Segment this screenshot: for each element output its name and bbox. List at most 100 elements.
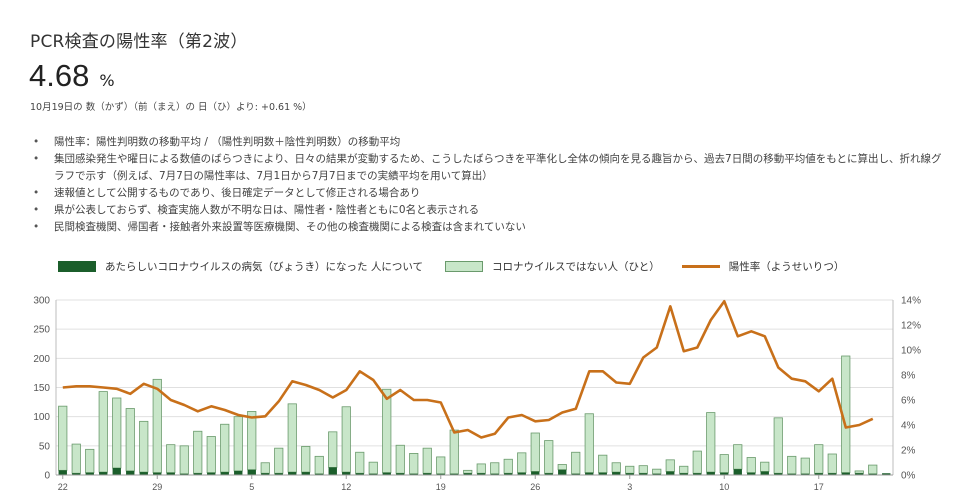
bar-positive — [828, 473, 837, 475]
bar-positive — [112, 468, 121, 475]
bar-negative — [679, 465, 689, 474]
bar-negative — [436, 456, 446, 475]
bar-positive — [139, 472, 148, 475]
bar-positive — [612, 472, 621, 475]
bar-positive — [652, 473, 661, 475]
x-tick-label: 19 — [436, 482, 446, 492]
legend-swatch-negative — [445, 261, 484, 272]
legend-item-rate[interactable]: 陽性率（ようせいりつ） — [681, 259, 845, 274]
bar-positive — [747, 472, 756, 475]
y-left-tick-label: 100 — [33, 412, 50, 423]
bar-negative — [260, 462, 270, 474]
bar-positive — [423, 473, 432, 475]
bar-negative — [476, 463, 486, 474]
bar-negative — [530, 432, 540, 472]
bar-positive — [801, 473, 810, 475]
bar-negative — [233, 416, 243, 472]
legend-label-rate: 陽性率（ようせいりつ） — [728, 261, 845, 273]
bar-negative — [463, 469, 473, 474]
bar-positive — [760, 471, 769, 475]
bar-negative — [112, 397, 122, 469]
bar-positive — [72, 473, 81, 475]
x-tick-label: 3 — [627, 482, 632, 492]
bar-negative — [746, 457, 756, 474]
bar-positive — [490, 473, 499, 475]
bar-positive — [369, 473, 378, 475]
bar-negative — [665, 459, 675, 472]
bar-negative — [611, 462, 621, 473]
bar-negative — [85, 448, 95, 474]
bar-positive — [450, 473, 459, 475]
bar-negative — [179, 445, 189, 475]
bar-negative — [382, 388, 392, 474]
card-title: PCR検査の陽性率（第2波） — [30, 32, 248, 52]
bar-positive — [234, 470, 243, 475]
y-right-tick-label: 10% — [901, 346, 921, 357]
bar-positive — [193, 473, 202, 475]
bar-positive — [288, 472, 297, 475]
bar-positive — [706, 472, 715, 475]
bar-positive — [99, 472, 108, 475]
bar-negative — [422, 447, 432, 474]
x-tick-label: 29 — [152, 482, 162, 492]
bar-negative — [71, 443, 81, 474]
bar-negative — [125, 408, 135, 472]
note-item: 陽性率：陽性判明数の移動平均 / （陽性判明数＋陰性判明数）の移動平均 — [32, 134, 952, 151]
bar-positive — [679, 473, 688, 475]
bar-negative — [773, 417, 783, 474]
bar-positive — [585, 472, 594, 475]
bar-negative — [166, 444, 176, 474]
bar-positive — [301, 472, 310, 475]
bar-positive — [220, 472, 229, 475]
bar-positive — [504, 473, 513, 475]
bar-positive — [571, 473, 580, 475]
bar-positive — [315, 473, 324, 475]
bar-negative — [652, 468, 662, 475]
bar-positive — [868, 473, 877, 475]
x-tick-label: 10 — [719, 482, 729, 492]
y-right-tick-label: 2% — [901, 446, 916, 457]
legend-label-negative: コロナウイルスではない人（ひと） — [492, 261, 660, 273]
bar-negative — [98, 391, 108, 473]
legend-item-positive[interactable]: あたらしいコロナウイルスの病気（びょうき）になった 人について — [58, 259, 423, 274]
legend-swatch-positive — [58, 261, 96, 272]
bar-positive — [396, 473, 405, 475]
legend-label-positive: あたらしいコロナウイルスの病気（びょうき）になった 人について — [105, 261, 424, 273]
bar-positive — [328, 467, 337, 475]
bar-negative — [557, 464, 567, 471]
bar-positive — [544, 473, 553, 475]
notes-list: 陽性率：陽性判明数の移動平均 / （陽性判明数＋陰性判明数）の移動平均 集団感染… — [32, 134, 952, 236]
bar-positive — [558, 469, 567, 475]
bar-negative — [355, 451, 365, 474]
bar-positive — [409, 473, 418, 475]
bar-negative — [638, 465, 648, 474]
bar-negative — [719, 454, 729, 474]
x-tick-label: 17 — [814, 482, 824, 492]
y-right-tick-label: 6% — [901, 396, 916, 407]
bar-negative — [503, 458, 513, 474]
y-left-tick-label: 50 — [39, 441, 51, 452]
x-tick-label: 12 — [341, 482, 351, 492]
legend-item-negative[interactable]: コロナウイルスではない人（ひと） — [445, 259, 660, 274]
bar-positive — [274, 473, 283, 475]
bar-positive — [841, 472, 850, 475]
bar-negative — [800, 457, 810, 475]
y-right-tick-label: 14% — [901, 296, 921, 307]
bar-positive — [436, 473, 445, 475]
bar-positive — [180, 473, 189, 475]
bar-negative — [490, 462, 500, 475]
bar-positive — [531, 471, 540, 475]
bar-negative — [449, 429, 459, 475]
bar-negative — [760, 461, 770, 472]
bar-negative — [247, 411, 257, 471]
bar-positive — [882, 473, 891, 475]
positive-rate-value: 4.68 — [29, 58, 90, 93]
bar-negative — [787, 455, 797, 475]
comparison-text: 10月19日の 数（かず）（前（まえ）の 日（ひ）より: +0.61 %） — [30, 102, 312, 113]
bar-negative — [409, 453, 419, 475]
legend-swatch-rate — [681, 265, 720, 268]
rate-line — [62, 300, 874, 439]
bar-positive — [247, 469, 256, 475]
bar-negative — [193, 430, 203, 474]
